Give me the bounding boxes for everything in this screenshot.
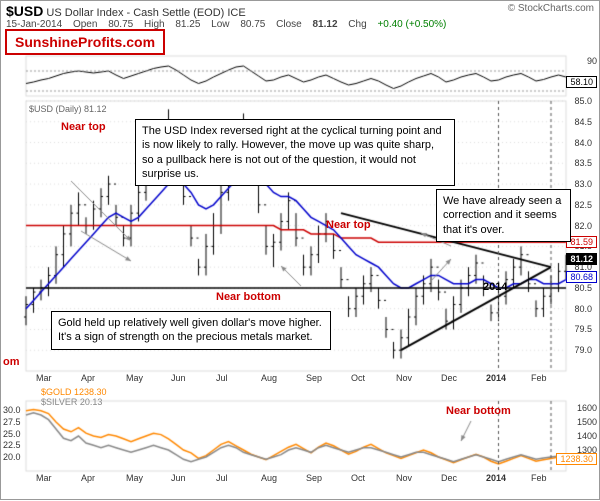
silver-ytick: 25.0 — [3, 429, 21, 439]
month-tick-lower: Sep — [306, 473, 322, 483]
month-tick-lower: Dec — [441, 473, 457, 483]
y-tick: 79.0 — [574, 345, 592, 355]
gold-legend: $GOLD 1238.30 — [41, 387, 107, 397]
gold-ytick: 1400 — [577, 431, 597, 441]
month-tick-lower: Jun — [171, 473, 186, 483]
near-top-label-1: Near top — [61, 121, 106, 133]
month-tick: Apr — [81, 373, 95, 383]
month-tick-lower: Jul — [216, 473, 228, 483]
price-marker: 81.12 — [566, 253, 597, 265]
price-marker: 81.59 — [566, 236, 597, 248]
month-tick: 2014 — [486, 373, 506, 383]
month-tick-lower: Aug — [261, 473, 277, 483]
y-tick: 83.5 — [574, 158, 592, 168]
month-tick-lower: 2014 — [486, 473, 506, 483]
y-tick: 85.0 — [574, 96, 592, 106]
y-tick: 82.5 — [574, 200, 592, 210]
silver-ytick: 20.0 — [3, 452, 21, 462]
chart-container: $USD US Dollar Index - Cash Settle (EOD)… — [0, 0, 600, 500]
rsi-marker: 58.10 — [566, 76, 597, 88]
month-tick: May — [126, 373, 143, 383]
month-tick: Aug — [261, 373, 277, 383]
silver-ytick: 27.5 — [3, 417, 21, 427]
rsi-ytick: 90 — [587, 56, 597, 66]
indicator-label: $USD (Daily) 81.12 — [29, 104, 107, 114]
annotation-main-2: We have already seen a correction and it… — [436, 189, 571, 242]
month-tick: Jun — [171, 373, 186, 383]
gold-marker: 1238.30 — [556, 453, 597, 465]
y-tick: 79.5 — [574, 324, 592, 334]
near-bottom-label-1: Near bottom — [216, 291, 281, 303]
month-tick: Nov — [396, 373, 412, 383]
month-tick: Dec — [441, 373, 457, 383]
month-tick: Mar — [36, 373, 52, 383]
near-top-label-2: Near top — [326, 219, 371, 231]
om-label: om — [3, 356, 20, 368]
y-tick: 80.0 — [574, 304, 592, 314]
year-label-main: 2014 — [483, 281, 507, 293]
y-tick: 83.0 — [574, 179, 592, 189]
silver-ytick: 22.5 — [3, 440, 21, 450]
month-tick-lower: Oct — [351, 473, 365, 483]
silver-ytick: 30.0 — [3, 405, 21, 415]
annotation-main-1: The USD Index reversed right at the cycl… — [135, 119, 455, 186]
month-tick: Sep — [306, 373, 322, 383]
y-tick: 82.0 — [574, 221, 592, 231]
near-bottom-label-2: Near bottom — [446, 405, 511, 417]
month-tick: Jul — [216, 373, 228, 383]
month-tick: Oct — [351, 373, 365, 383]
annotation-gold: Gold held up relatively well given dolla… — [51, 311, 331, 350]
price-marker: 80.68 — [566, 271, 597, 283]
gold-ytick: 1600 — [577, 403, 597, 413]
month-tick-lower: Feb — [531, 473, 547, 483]
lower-panel — [1, 1, 600, 501]
month-tick: Feb — [531, 373, 547, 383]
month-tick-lower: Nov — [396, 473, 412, 483]
branding-box: SunshineProfits.com — [5, 29, 165, 55]
y-tick: 84.5 — [574, 117, 592, 127]
y-tick: 84.0 — [574, 138, 592, 148]
month-tick-lower: Apr — [81, 473, 95, 483]
silver-legend: $SILVER 20.13 — [41, 397, 102, 407]
month-tick-lower: May — [126, 473, 143, 483]
y-tick: 80.5 — [574, 283, 592, 293]
month-tick-lower: Mar — [36, 473, 52, 483]
gold-ytick: 1500 — [577, 417, 597, 427]
